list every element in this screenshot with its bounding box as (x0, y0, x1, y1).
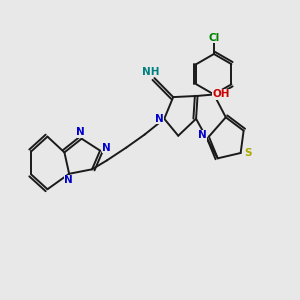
Text: NH: NH (142, 67, 160, 76)
Text: N: N (198, 130, 207, 140)
Text: Cl: Cl (208, 33, 220, 43)
Text: OH: OH (213, 89, 230, 99)
Text: N: N (76, 127, 85, 137)
Text: N: N (154, 114, 163, 124)
Text: N: N (64, 175, 73, 185)
Text: S: S (244, 148, 251, 158)
Text: N: N (102, 142, 111, 153)
